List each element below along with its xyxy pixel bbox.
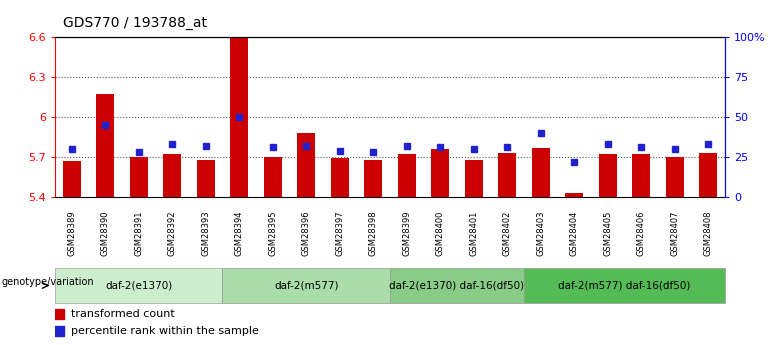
Text: daf-2(e1370) daf-16(df50): daf-2(e1370) daf-16(df50) — [389, 280, 525, 290]
Bar — [531, 148, 550, 197]
Text: GSM28400: GSM28400 — [436, 210, 445, 256]
Bar — [498, 153, 516, 197]
Bar — [390, 268, 524, 303]
Text: percentile rank within the sample: percentile rank within the sample — [71, 326, 259, 336]
Bar — [398, 154, 416, 197]
Text: GSM28391: GSM28391 — [134, 210, 144, 256]
Text: GSM28406: GSM28406 — [636, 210, 646, 256]
Text: daf-2(e1370): daf-2(e1370) — [105, 280, 172, 290]
Bar — [364, 160, 382, 197]
Bar — [222, 268, 390, 303]
Text: GSM28394: GSM28394 — [235, 210, 243, 256]
Text: GSM28395: GSM28395 — [268, 210, 277, 256]
Text: GSM28389: GSM28389 — [67, 210, 76, 256]
Text: GSM28403: GSM28403 — [536, 210, 545, 256]
Text: GSM28408: GSM28408 — [704, 210, 713, 256]
Bar — [129, 157, 148, 197]
Text: GSM28402: GSM28402 — [503, 210, 512, 256]
Text: GSM28401: GSM28401 — [470, 210, 478, 256]
Text: GSM28407: GSM28407 — [670, 210, 679, 256]
Text: daf-2(m577): daf-2(m577) — [274, 280, 339, 290]
Bar — [163, 154, 182, 197]
Text: GSM28397: GSM28397 — [335, 210, 344, 256]
Text: GSM28393: GSM28393 — [201, 210, 211, 256]
Bar — [62, 161, 81, 197]
Text: GSM28405: GSM28405 — [603, 210, 612, 256]
Text: GSM28398: GSM28398 — [369, 210, 378, 256]
Bar — [230, 37, 249, 197]
Bar — [465, 160, 483, 197]
Text: GSM28392: GSM28392 — [168, 210, 177, 256]
Bar — [55, 268, 222, 303]
Bar — [665, 157, 684, 197]
Text: daf-2(m577) daf-16(df50): daf-2(m577) daf-16(df50) — [558, 280, 690, 290]
Bar — [524, 268, 725, 303]
Text: genotype/variation: genotype/variation — [1, 277, 94, 287]
Text: GSM28404: GSM28404 — [569, 210, 579, 256]
Bar — [264, 157, 282, 197]
Text: GDS770 / 193788_at: GDS770 / 193788_at — [63, 16, 207, 30]
Bar — [699, 153, 718, 197]
Bar — [331, 158, 349, 197]
Bar — [197, 160, 215, 197]
Bar — [96, 94, 115, 197]
Text: GSM28396: GSM28396 — [302, 210, 310, 256]
Bar — [632, 154, 651, 197]
Text: GSM28390: GSM28390 — [101, 210, 110, 256]
Bar — [598, 154, 617, 197]
Bar — [431, 149, 449, 197]
Bar — [565, 193, 583, 197]
Text: transformed count: transformed count — [71, 309, 175, 319]
Bar — [297, 133, 315, 197]
Text: GSM28399: GSM28399 — [402, 210, 411, 256]
